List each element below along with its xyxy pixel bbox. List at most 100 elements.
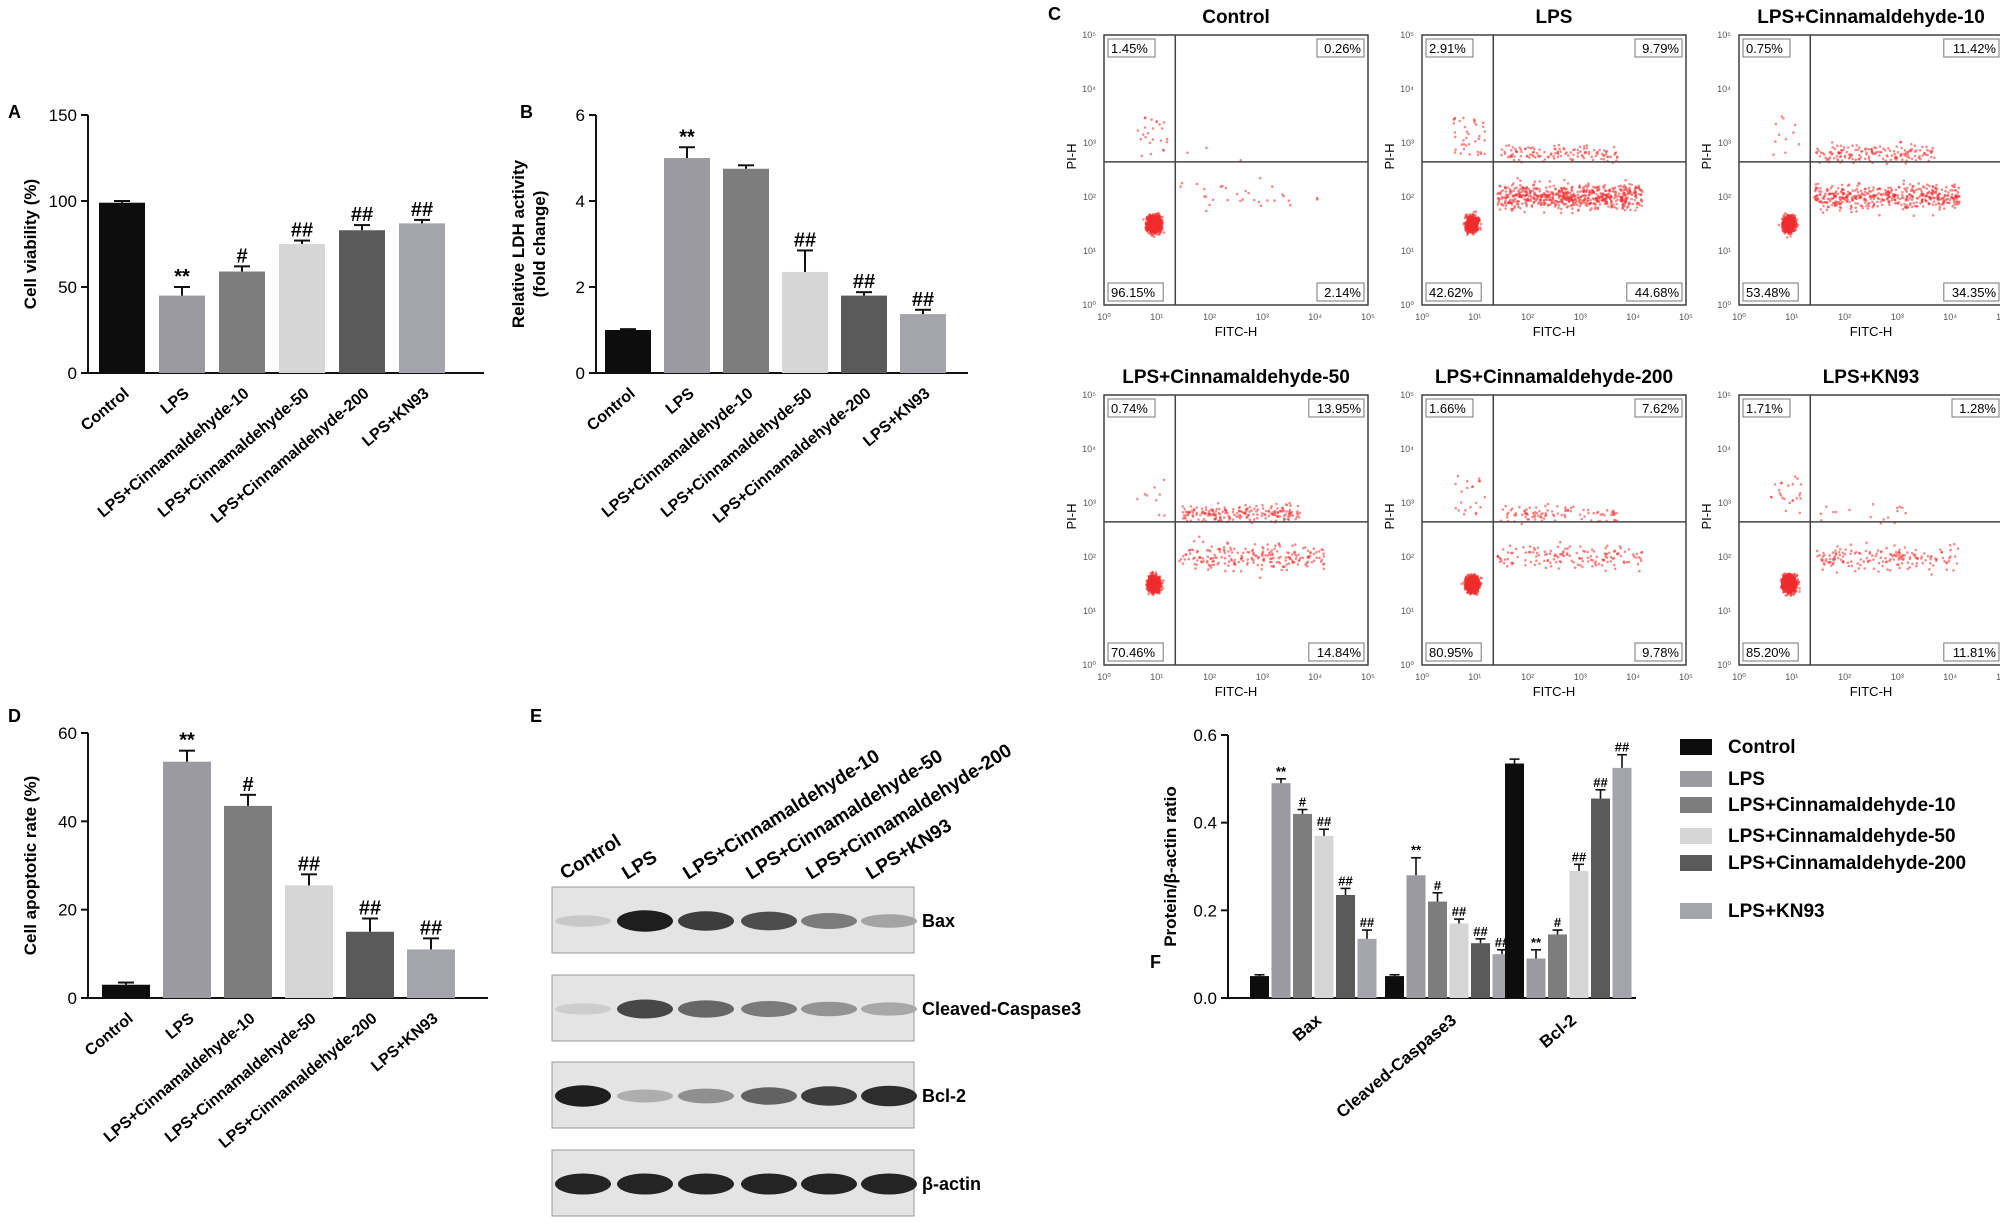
y-tick-label: 6 — [576, 106, 585, 125]
flow-dot — [1158, 123, 1161, 126]
flow-dot — [1525, 193, 1528, 197]
flow-dot — [1860, 204, 1864, 208]
flow-dot — [1282, 517, 1286, 520]
significance-label: ## — [912, 289, 934, 311]
flow-dot — [1205, 146, 1208, 150]
flow-dot — [1571, 207, 1574, 210]
flow-dot — [1864, 190, 1867, 194]
panel-label-a: A — [8, 102, 21, 122]
flow-dot — [1885, 162, 1889, 166]
flow-dot — [1818, 193, 1822, 197]
flow-dot — [1920, 198, 1924, 202]
flow-dot — [1866, 207, 1870, 210]
flow-dot — [1559, 207, 1563, 211]
flow-dot — [1515, 202, 1519, 206]
flow-dot — [1887, 186, 1890, 190]
flow-dot — [1957, 186, 1960, 190]
flow-dot — [1867, 186, 1871, 190]
quadrant-ll-value: 53.48% — [1746, 285, 1791, 300]
flow-dot — [1195, 182, 1199, 186]
flow-dot — [1827, 205, 1830, 209]
flow-dot — [1935, 183, 1938, 187]
flow-dot — [1239, 199, 1242, 203]
significance-label: ## — [291, 220, 313, 242]
flow-dot — [1855, 210, 1858, 213]
flow-dot — [1878, 213, 1881, 217]
flow-dot — [1839, 191, 1843, 194]
flow-dot — [1590, 155, 1593, 158]
flow-dot — [1846, 194, 1850, 198]
flow-dot — [1837, 151, 1841, 154]
flow-dot — [1542, 199, 1546, 203]
flow-dot — [1158, 232, 1162, 235]
y-tick-label: 10⁴ — [1082, 84, 1096, 94]
bar — [285, 885, 333, 998]
flow-dot — [1453, 131, 1457, 134]
flow-dot — [1583, 145, 1586, 148]
flow-dot — [1851, 189, 1855, 192]
flow-dot — [1623, 184, 1626, 187]
flow-dot — [1161, 215, 1164, 219]
flow-dot — [1533, 192, 1536, 196]
bar — [1293, 813, 1312, 998]
flow-dot — [1565, 206, 1569, 209]
flow-dot — [1203, 195, 1206, 198]
flow-dot — [1838, 195, 1842, 199]
flow-dot — [1465, 213, 1468, 216]
flow-dot — [1275, 550, 1279, 553]
flow-dot — [1780, 115, 1784, 118]
flow-dot — [1824, 156, 1827, 160]
flow-dot — [1624, 178, 1627, 182]
flow-dot — [1527, 198, 1531, 202]
y-tick-label: 100 — [49, 192, 77, 211]
flow-dot — [1275, 560, 1279, 564]
flow-dot — [1934, 203, 1938, 206]
flow-dot — [1205, 209, 1208, 213]
flow-dot — [1861, 150, 1864, 153]
x-tick-label: 10³ — [1891, 312, 1904, 322]
y-tick-label: 2 — [576, 278, 585, 297]
flow-dot — [1830, 197, 1834, 200]
flow-dot — [1147, 592, 1150, 596]
flow-dot — [1587, 150, 1591, 154]
flow-dot — [1929, 197, 1933, 201]
flow-dot — [1882, 199, 1886, 202]
flow-dot — [1140, 154, 1144, 158]
flow-dot — [1468, 225, 1472, 229]
flow-dot — [1472, 210, 1476, 214]
flow-dot — [1818, 200, 1822, 203]
x-tick-label: LPS — [663, 385, 698, 418]
flow-dot — [1898, 186, 1901, 189]
quadrant-ul-value: 0.75% — [1746, 41, 1783, 56]
flow-dot — [1839, 155, 1842, 159]
flow-dot — [1288, 501, 1291, 505]
legend-swatch — [1680, 855, 1712, 871]
flow-dot — [1552, 154, 1555, 158]
flow-dot — [1823, 194, 1827, 198]
y-tick-label: 10³ — [1718, 138, 1731, 148]
x-tick-label: Control — [78, 385, 132, 435]
flow-dot — [1590, 207, 1593, 210]
significance-label: # — [1299, 795, 1307, 810]
y-axis-label: Protein/β-actin ratio — [1161, 786, 1180, 947]
flow-dot — [1527, 187, 1531, 191]
flow-dot — [1562, 147, 1566, 151]
flow-dot — [1576, 190, 1580, 194]
flow-dot — [1928, 195, 1931, 198]
flow-dot — [1580, 154, 1584, 157]
flow-dot — [1294, 557, 1298, 561]
flow-dot — [1784, 223, 1787, 226]
y-tick-label: 10¹ — [1083, 246, 1096, 256]
flow-dot — [1921, 205, 1925, 208]
flow-dot — [1253, 507, 1256, 511]
flow-dot — [1869, 197, 1873, 200]
flow-dot — [1893, 202, 1897, 205]
flow-dot — [1223, 549, 1226, 553]
flow-dot — [1198, 555, 1201, 559]
flow-dot — [1604, 194, 1607, 197]
flow-dot — [1466, 231, 1470, 235]
x-tick-label: LPS — [163, 1010, 198, 1043]
bar — [219, 271, 265, 373]
flow-dot — [1777, 223, 1781, 227]
